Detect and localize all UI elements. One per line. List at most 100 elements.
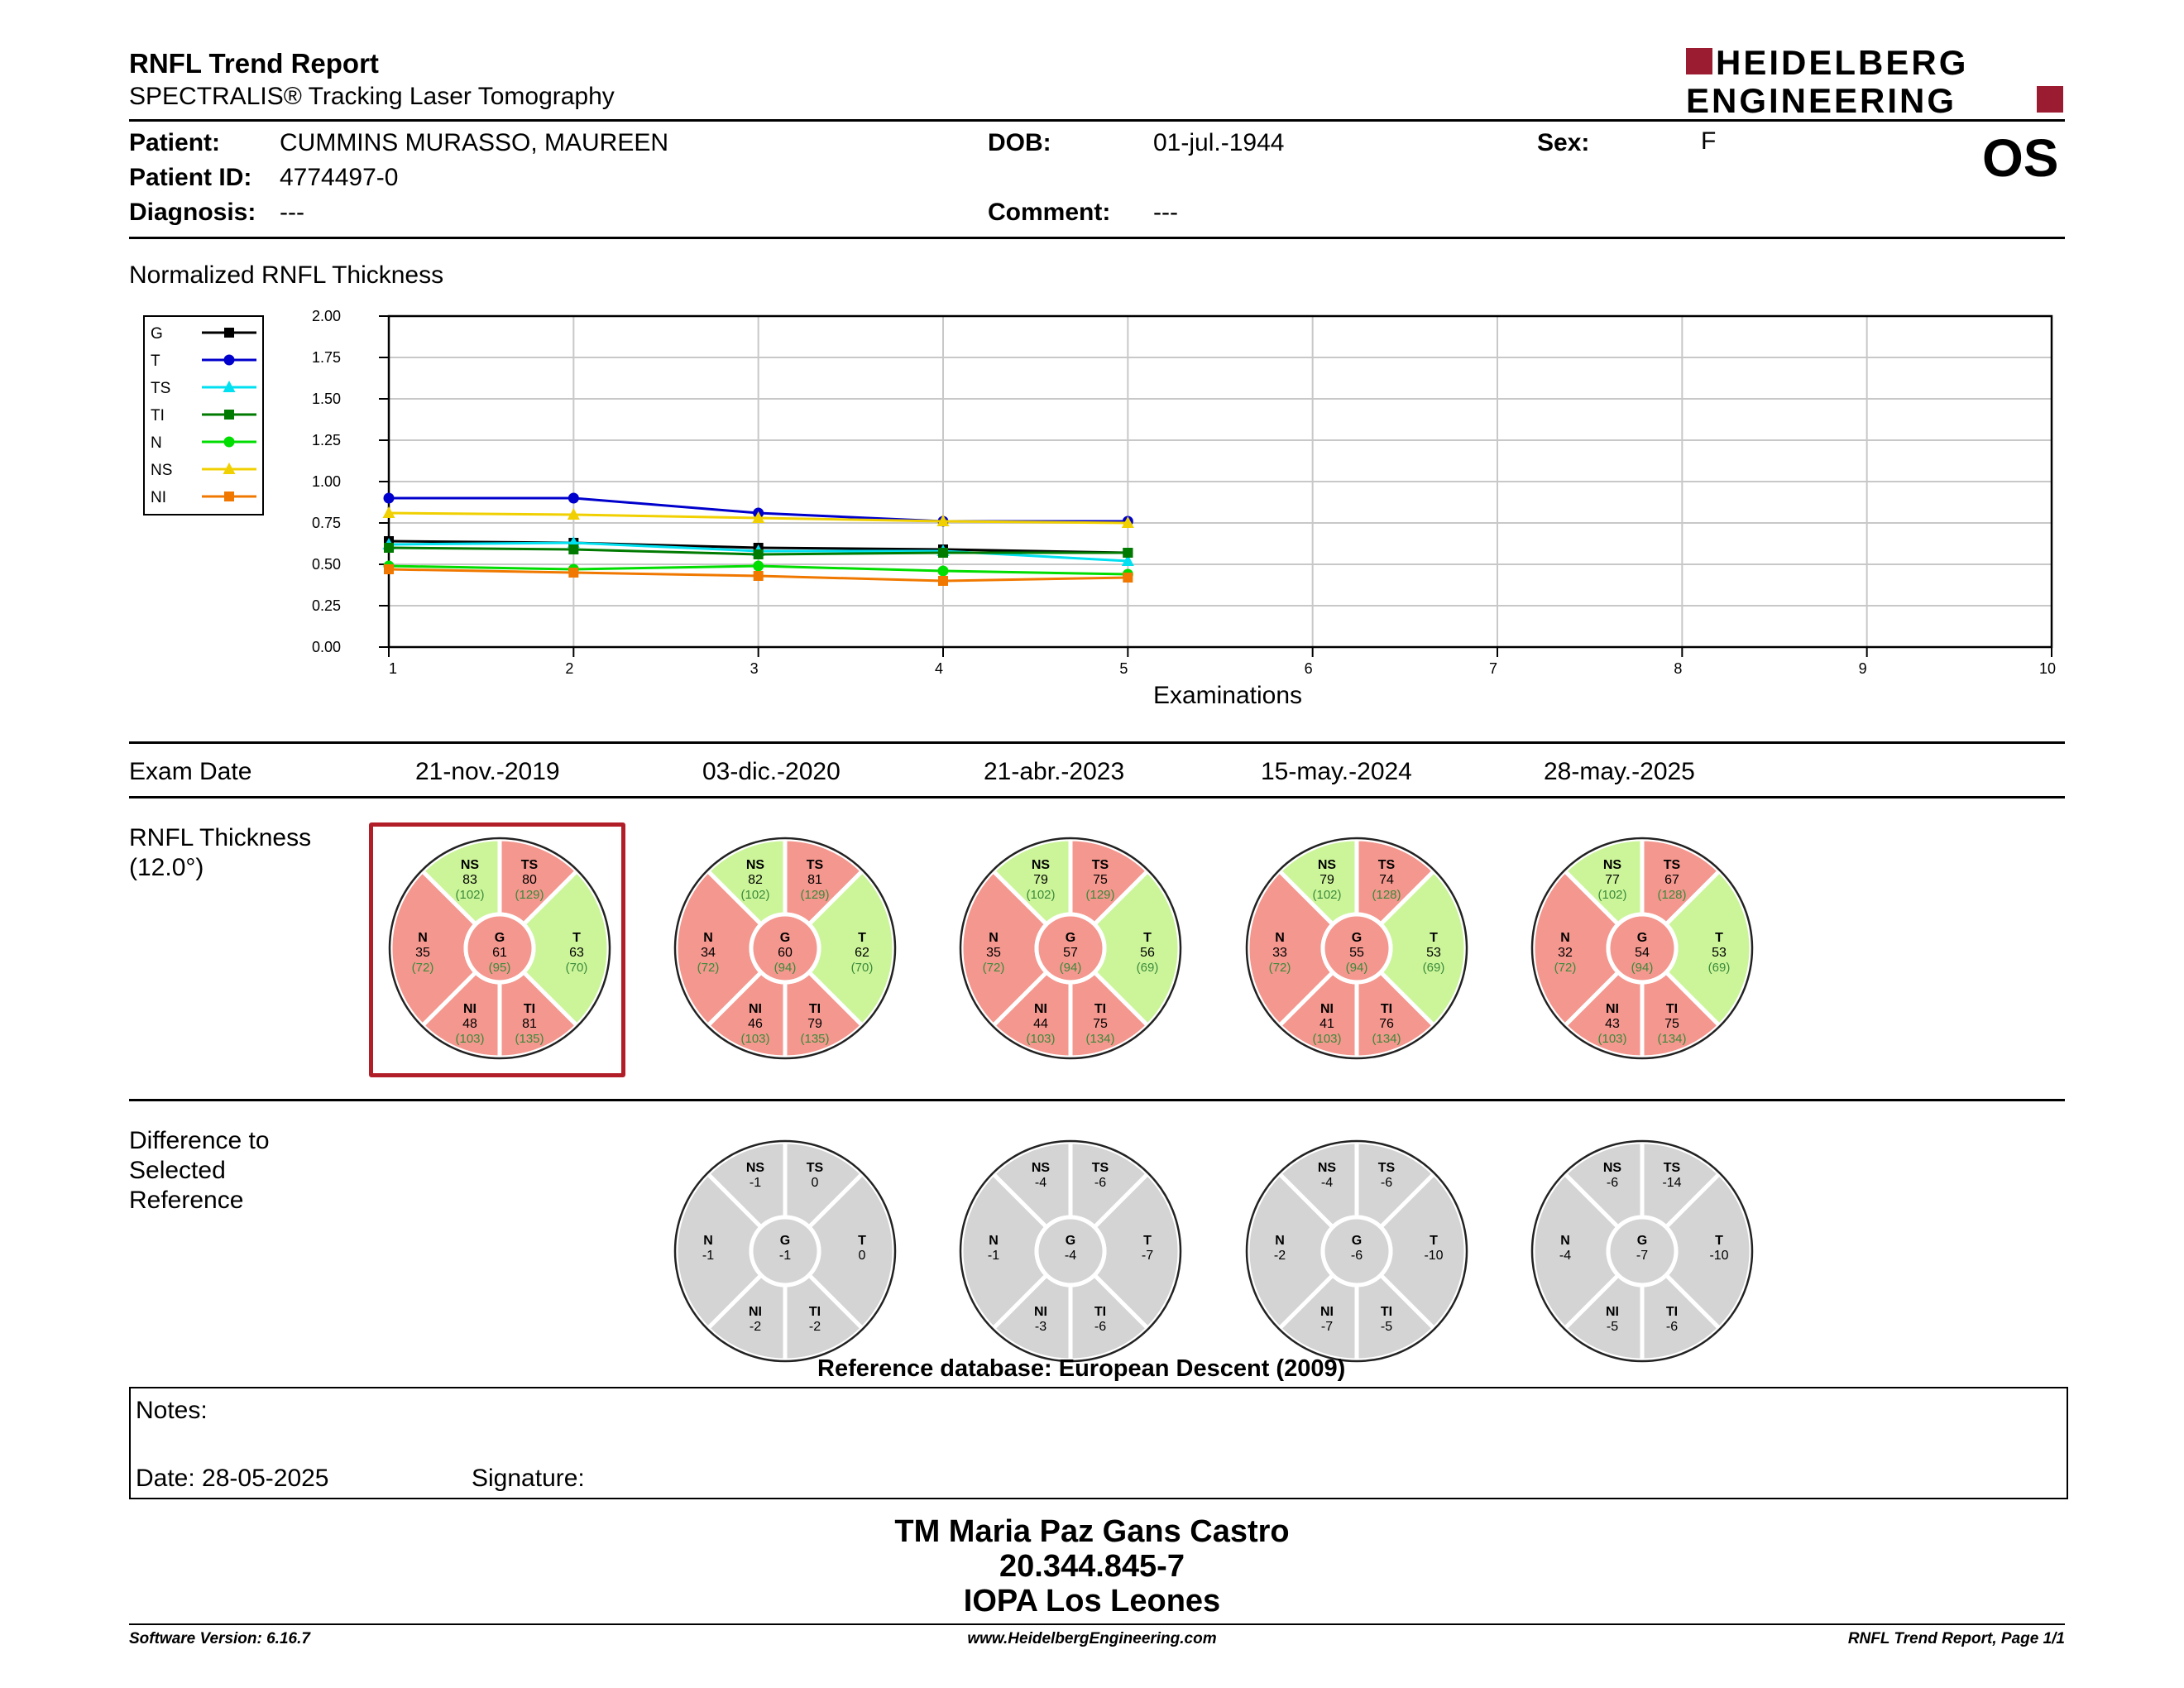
sector-label-ti: TI (524, 1002, 535, 1016)
sector-normal-ti: (134) (1085, 1032, 1114, 1046)
patient-label: Patient: (129, 129, 221, 156)
y-tick-label: 0.75 (312, 515, 341, 531)
sector-label-ts: TS (1664, 858, 1681, 872)
legend-label-ti: TI (151, 407, 165, 424)
sector-label-ni: NI (749, 1002, 762, 1016)
sector-value-ti: -6 (1094, 1320, 1106, 1334)
sector-label-g: G (1352, 1234, 1362, 1248)
sector-normal-ni: (103) (1312, 1032, 1341, 1046)
sector-g (1034, 1215, 1107, 1288)
sector-label-t: T (1430, 1234, 1438, 1248)
sector-normal-t: (69) (1137, 961, 1159, 975)
sector-normal-t: (70) (566, 961, 588, 975)
exam-date-2: 03-dic.-2020 (702, 758, 841, 785)
sector-value-ts: 0 (812, 1176, 819, 1190)
sector-value-ts: 67 (1664, 873, 1679, 887)
y-tick-label: 0.25 (312, 597, 341, 614)
sector-label-ts: TS (521, 858, 539, 872)
sector-normal-ts: (128) (1372, 888, 1401, 902)
selected-reference-frame[interactable] (369, 822, 625, 1077)
sector-value-t: 62 (855, 946, 869, 960)
data-point-t (383, 492, 395, 504)
sector-outline (959, 1139, 1182, 1363)
sector-normal-g: (95) (489, 961, 511, 975)
patient-id: 4774497-0 (280, 164, 399, 191)
sector-label-g: G (1637, 1234, 1647, 1248)
data-point-n (753, 560, 764, 572)
dob-value: 01-jul.-1944 (1153, 129, 1285, 156)
sector-label-ni: NI (463, 1002, 477, 1016)
sector-value-ni: -3 (1035, 1320, 1046, 1334)
sector-label-ti: TI (1666, 1305, 1678, 1319)
sector-value-t: 56 (1140, 946, 1155, 960)
sector-normal-ts: (129) (1085, 888, 1114, 902)
sector-g (1320, 1215, 1393, 1288)
patient-id-label: Patient ID: (129, 164, 252, 191)
exam-date-4: 15-may.-2024 (1261, 758, 1412, 785)
sector-label-ns: NS (746, 858, 765, 872)
sector-label-n: N (703, 931, 713, 945)
sector-value-t: -10 (1424, 1249, 1443, 1263)
x-tick-label: 8 (1674, 660, 1682, 677)
sector-value-ti: -6 (1666, 1320, 1678, 1334)
sector-label-n: N (1560, 1234, 1570, 1248)
sector-value-ti: -2 (809, 1320, 821, 1334)
sector-label-t: T (1430, 931, 1438, 945)
legend-marker-ts (223, 381, 236, 392)
sector-normal-n: (72) (983, 961, 1005, 975)
sector-g (749, 912, 821, 985)
sector-label-ts: TS (807, 858, 824, 872)
sector-value-ns: 82 (748, 873, 763, 887)
data-point-ti (568, 544, 579, 554)
sector-label-ns: NS (1603, 858, 1622, 872)
difference-sector-maps: NS-1TS0N-1G-1T0NI-2TI-2NS-4TS-6N-1G-4T-7… (673, 1139, 1754, 1363)
sector-g (463, 912, 536, 985)
patient-divider (129, 237, 2065, 239)
legend-label-g: G (151, 325, 163, 343)
sector-value-g: 60 (778, 946, 793, 960)
sector-label-ts: TS (1092, 1161, 1109, 1175)
legend-marker-ni (224, 492, 234, 501)
y-tick-label: 0.50 (312, 556, 341, 573)
sector-normal-n: (72) (1269, 961, 1291, 975)
sector-label-g: G (1066, 931, 1075, 945)
thickness-sector-maps: NS83(102)TS80(129)N35(72)G61(95)T63(70)N… (388, 837, 1754, 1060)
sector-normal-t: (70) (851, 961, 874, 975)
sector-label-ts: TS (1378, 1161, 1396, 1175)
sector-value-n: 35 (986, 946, 1001, 960)
legend-label-t: T (151, 352, 160, 370)
signature-label: Signature: (472, 1465, 585, 1492)
website-link[interactable]: www.HeidelbergEngineering.com (967, 1630, 1217, 1647)
sector-label-g: G (780, 931, 790, 945)
sector-label-t: T (1143, 931, 1152, 945)
sector-g (1606, 1215, 1679, 1288)
sex-value: F (1701, 127, 1717, 155)
sector-value-ts: 75 (1093, 873, 1108, 887)
sector-normal-ti: (135) (800, 1032, 829, 1046)
sex-label: Sex: (1537, 129, 1590, 156)
sector-value-ni: -5 (1607, 1320, 1618, 1334)
sector-value-ni: 46 (748, 1017, 763, 1031)
sector-value-ti: 75 (1664, 1017, 1679, 1031)
data-point-n (937, 565, 949, 577)
sector-outline (1530, 837, 1754, 1060)
sector-label-n: N (989, 1234, 999, 1248)
trend-chart: GT TS TI N NS NI 0.00 0.25 0.50 0.75 1.00 1.25 1.50… (143, 308, 2056, 709)
sector-normal-n: (72) (697, 961, 720, 975)
sector-normal-ni: (103) (740, 1032, 769, 1046)
legend-marker-t (223, 354, 235, 366)
page-number: RNFL Trend Report, Page 1/1 (1847, 1630, 2065, 1647)
y-tick-label: 1.00 (312, 473, 341, 490)
sector-label-ni: NI (749, 1305, 762, 1319)
footer-divider (129, 1623, 2065, 1625)
notes-box[interactable] (129, 1387, 2068, 1499)
sector-label-ti: TI (809, 1305, 821, 1319)
sector-value-g: 54 (1635, 946, 1650, 960)
diagnosis-value: --- (280, 199, 304, 226)
legend-label-ts: TS (151, 380, 170, 397)
sector-value-ns: 79 (1320, 873, 1334, 887)
data-point-ni (568, 568, 579, 578)
sector-value-g: -6 (1351, 1249, 1363, 1263)
